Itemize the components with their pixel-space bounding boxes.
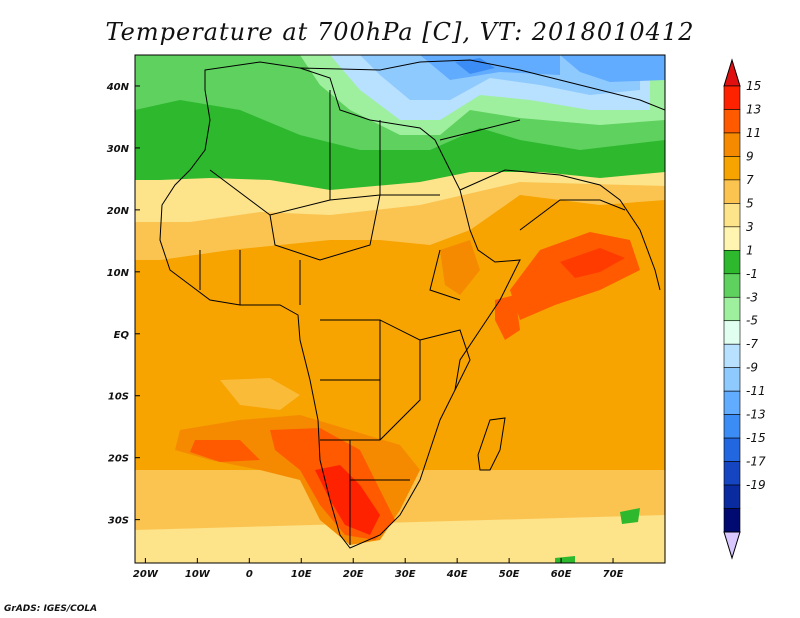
colorbar-label: -9 [746,361,758,375]
colorbar-label: -11 [746,384,766,398]
lon-tick-label: 10W [185,569,211,580]
colorbar-label: 9 [746,149,754,163]
colorbar-swatch [723,85,741,110]
longitude-axis: 20W 10W 0 10E 20E 30E 40E 50E 60E 70E [133,558,624,580]
lon-tick-label: 0 [246,569,253,580]
colorbar-swatch [723,109,741,134]
colorbar-swatch [723,320,741,345]
lon-tick-label: 60E [551,569,572,580]
colorbar-swatch [723,156,741,181]
colorbar-label: 15 [746,79,761,93]
lon-tick-label: 40E [446,569,468,580]
colorbar-label: -3 [746,290,758,304]
lon-tick-label: 50E [499,569,520,580]
colorbar-swatch [723,179,741,204]
map-frame [134,54,666,564]
colorbar-swatch [723,461,741,486]
colorbar-label: 13 [746,102,761,116]
colorbar-label: -7 [746,337,758,351]
colorbar-swatch [723,250,741,275]
colorbar-label: 3 [746,220,754,234]
colorbar-label: -19 [746,478,766,492]
colorbar-label: -17 [746,455,766,469]
colorbar-bottom-arrow [723,531,741,560]
colorbar: 15 13 11 9 7 5 3 1 -1 -3 -5 -7 -9 -11 -13 -15 -17 -19 [723,58,766,560]
lat-tick-label: 30N [107,144,130,155]
colorbar-swatch [723,437,741,462]
lat-tick-label: 10N [107,268,130,279]
colorbar-swatch [723,484,741,509]
lat-tick-label: 10S [108,392,129,403]
colorbar-swatch [723,343,741,368]
lat-tick-label: 20N [107,206,130,217]
lat-tick-label: 40N [106,82,130,93]
lon-tick-label: 30E [395,569,416,580]
colorbar-swatch [723,296,741,322]
colorbar-swatch [723,414,741,439]
colorbar-swatch [723,203,741,228]
colorbar-label: -1 [746,267,758,281]
lon-tick-label: 70E [603,569,624,580]
colorbar-label: 5 [746,196,754,210]
colorbar-swatch [723,273,741,298]
credit-text: GrADS: IGES/COLA [4,604,98,614]
colorbar-label: -5 [746,314,758,328]
coastlines [159,59,665,549]
lat-tick-label: EQ [114,330,130,341]
colorbar-swatch [723,367,741,392]
colorbar-swatch [723,390,741,415]
colorbar-top-arrow [723,58,741,87]
chart-title: Temperature at 700hPa [C], VT: 201801041… [105,18,695,46]
colorbar-label: -13 [746,408,766,422]
colorbar-label: -15 [746,431,766,445]
colorbar-swatch [723,508,741,533]
lat-tick-label: 30S [108,516,129,527]
lon-tick-label: 10E [291,569,312,580]
temperature-field [135,55,665,563]
colorbar-swatch [723,226,741,251]
lon-tick-label: 20W [133,569,159,580]
colorbar-label: 11 [746,126,761,140]
colorbar-label: 7 [746,173,754,187]
latitude-axis: 40N 30N 20N 10N EQ 10S 20S 30S [106,82,140,527]
colorbar-label: 1 [746,243,754,257]
colorbar-swatch [723,132,741,157]
lon-tick-label: 20E [343,569,364,580]
lat-tick-label: 20S [108,454,129,465]
